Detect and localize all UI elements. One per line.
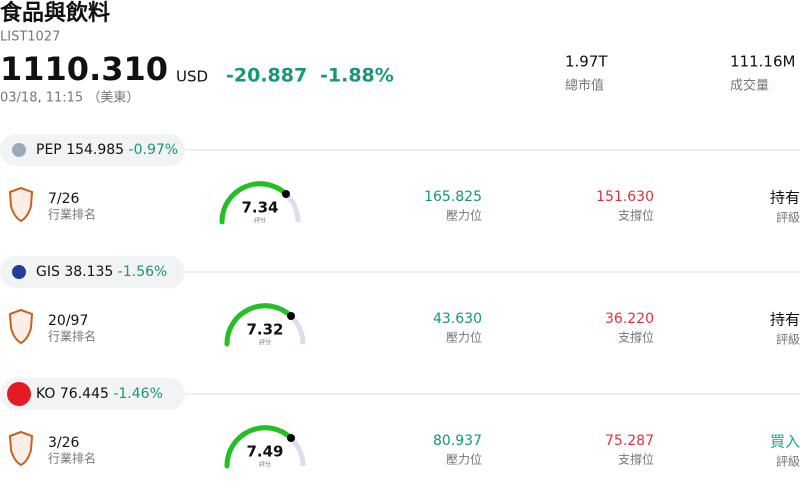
ticker-part: -1.46% [113,386,163,402]
resistance: 43.630 [433,311,482,327]
support-label: 支撐位 [618,452,654,467]
score: 7.34 [241,199,278,217]
stat-value: 1.97T [565,53,608,71]
gauge-arc [219,181,289,225]
gauge-arc [224,425,294,469]
support: 75.287 [605,433,654,449]
gauge-arc [224,303,294,347]
ticker-part: -1.56% [118,264,168,280]
ticker-part: KO [36,386,55,402]
logo [12,143,26,157]
support: 36.220 [605,311,654,327]
rating-label: 評級 [776,332,800,347]
ticker-part: PEP [36,142,62,158]
shield-icon [8,186,34,223]
logo [7,382,31,406]
ticker-pill [0,134,185,166]
resistance-label: 壓力位 [446,452,482,467]
ticker-part: -0.97% [129,142,179,158]
title: 食品與飲料 [0,0,110,26]
shield-icon [8,430,34,467]
price: 1110.310 [0,50,168,88]
score-label: 評分 [259,339,271,347]
rank: 20/97 [48,313,88,329]
resistance: 80.937 [433,433,482,449]
rating: 買入 [770,433,800,451]
gauge-dot [287,434,295,442]
ticker-part: 154.985 [66,142,124,158]
ticker-line: PEP 154.985 -0.97% [36,142,178,158]
score: 7.49 [246,443,283,461]
logo [12,265,26,279]
rank-label: 行業排名 [48,451,96,466]
rank-label: 行業排名 [48,329,96,344]
ticker-pill [0,256,185,288]
support-label: 支撐位 [618,208,654,223]
ticker-line: GIS 38.135 -1.56% [36,264,167,280]
resistance-label: 壓力位 [446,208,482,223]
rating: 持有 [770,311,800,329]
gauge-dot [287,312,295,320]
time: 03/18, 11:15 （美東） [0,90,139,106]
rating-label: 評級 [776,454,800,469]
stat-label: 總市值 [565,78,604,94]
score-label: 評分 [254,217,266,225]
rating-label: 評級 [776,210,800,225]
rank: 3/26 [48,435,80,451]
ticker-line: KO 76.445 -1.46% [36,386,163,402]
rank-label: 行業排名 [48,207,96,222]
rank: 7/26 [48,191,80,207]
support: 151.630 [596,189,654,205]
change: -20.887 [226,65,307,87]
rating: 持有 [770,189,800,207]
ticker-pill [0,378,185,410]
resistance-label: 壓力位 [446,330,482,345]
support-label: 支撐位 [618,330,654,345]
score: 7.32 [246,321,283,339]
score-label: 評分 [259,461,271,469]
ticker-part: GIS [36,264,60,280]
resistance: 165.825 [424,189,482,205]
stat-label: 成交量 [730,78,769,94]
stat-value: 111.16M [730,53,795,71]
currency: USD [176,68,208,86]
ticker-part: 76.445 [60,386,109,402]
code: LIST1027 [0,30,60,45]
change-pct: -1.88% [320,65,394,87]
ticker-part: 38.135 [64,264,113,280]
shield-icon [8,308,34,345]
gauge-dot [282,190,290,198]
